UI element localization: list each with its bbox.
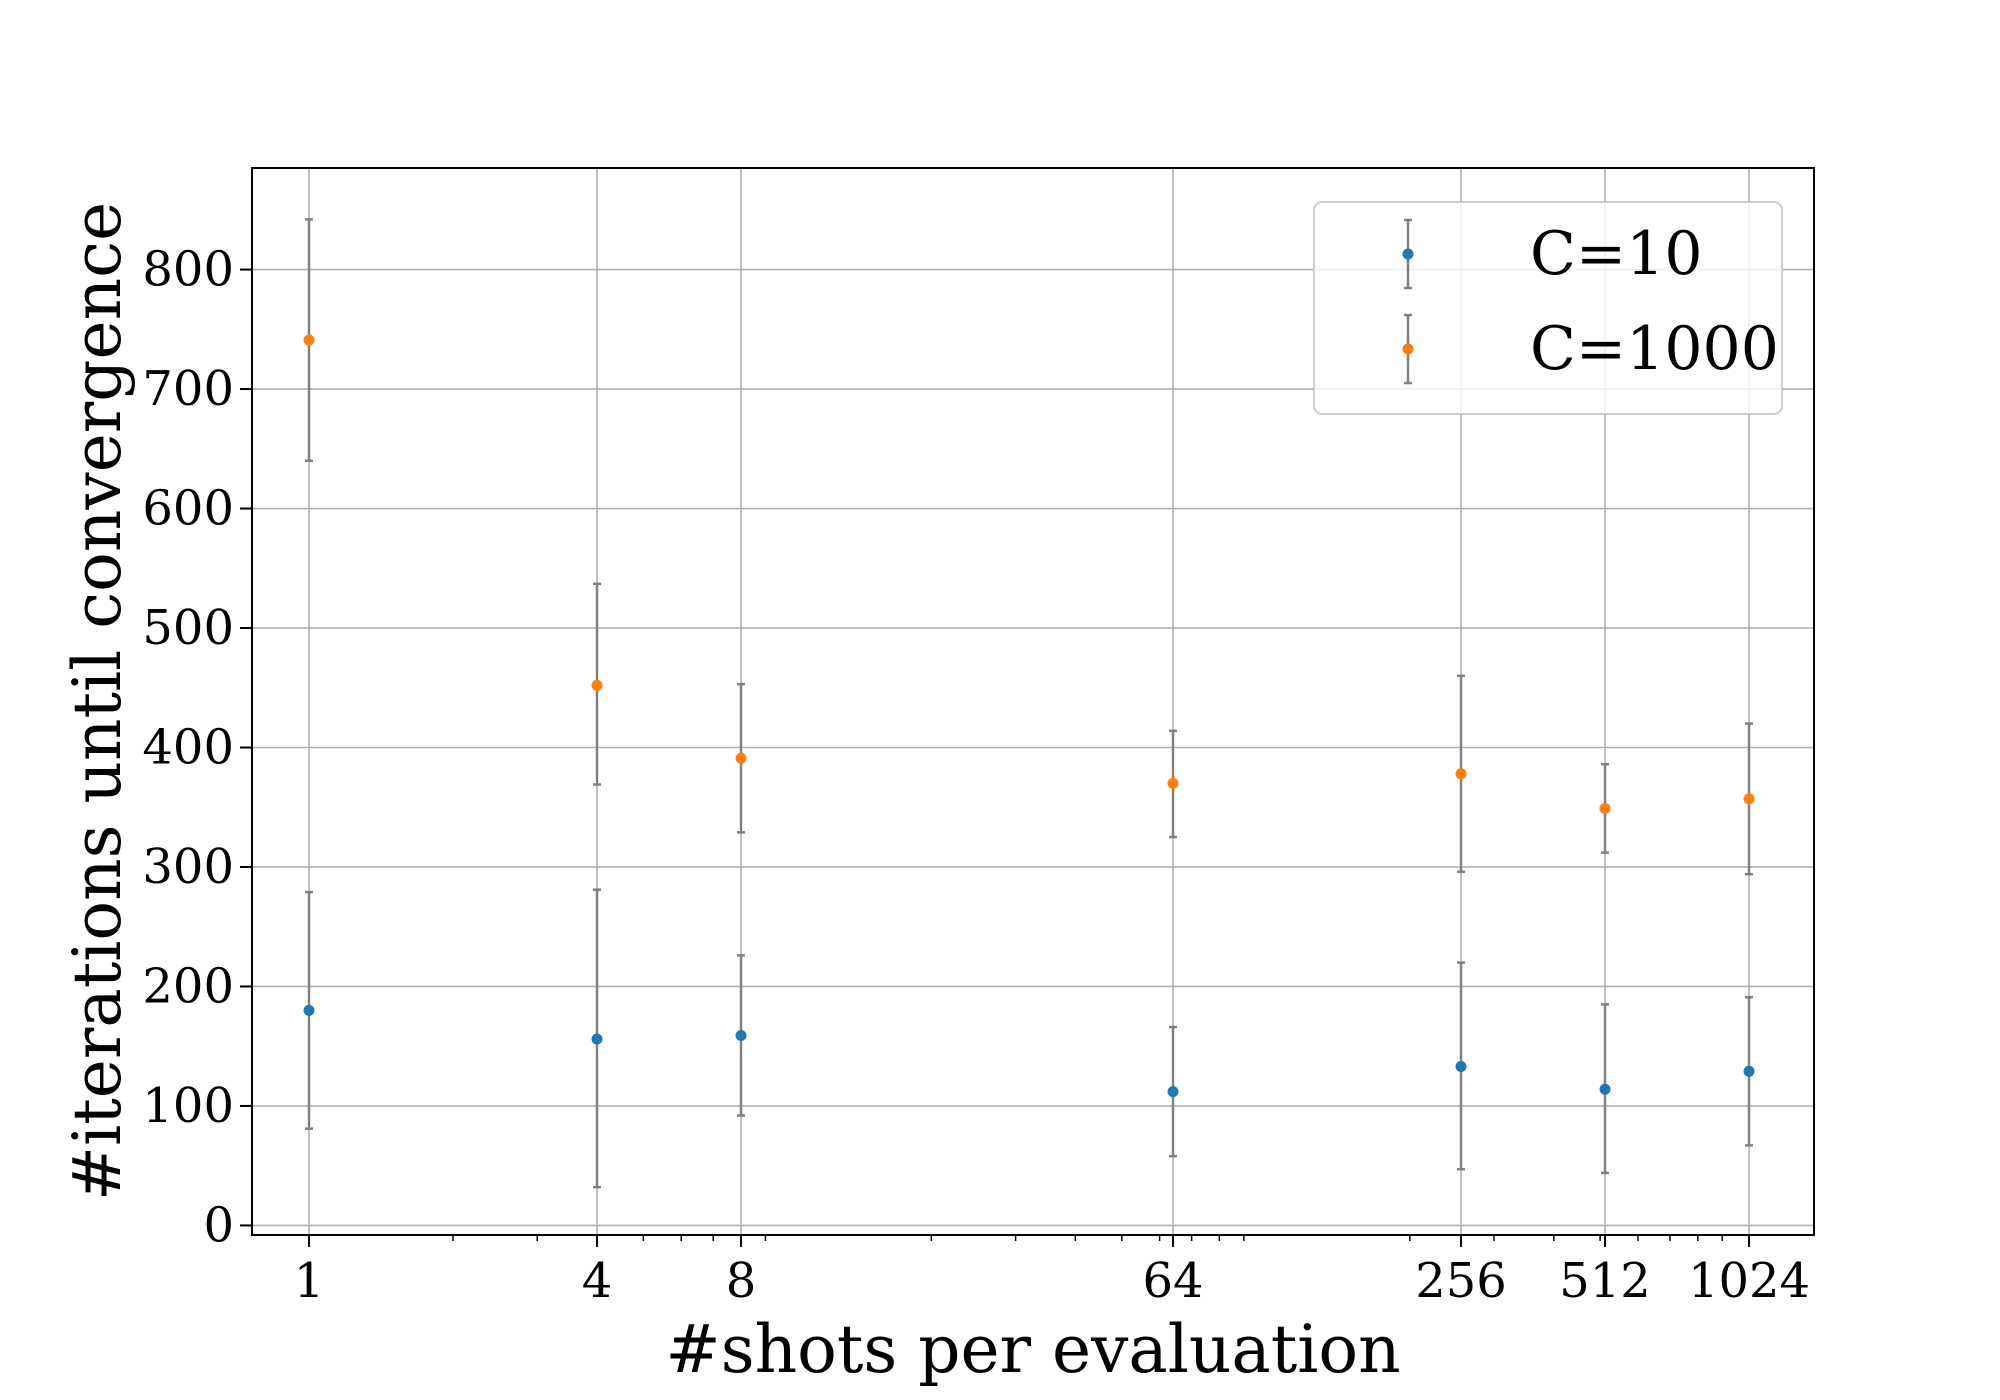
legend-marker	[1402, 248, 1414, 260]
data-point	[1743, 1065, 1755, 1077]
data-point	[591, 1033, 603, 1045]
data-point	[735, 1029, 747, 1041]
y-tick-label: 300	[142, 839, 234, 895]
data-point	[1743, 793, 1755, 805]
data-point	[1599, 1083, 1611, 1095]
plot-frame	[251, 167, 1815, 1236]
data-points	[303, 334, 1755, 1098]
x-tick-label: 1024	[1688, 1253, 1810, 1309]
x-tick-label: 64	[1142, 1253, 1203, 1309]
data-point	[1599, 802, 1611, 814]
data-point	[1167, 777, 1179, 789]
ticks	[240, 268, 1751, 1247]
y-tick-label: 700	[142, 361, 234, 417]
legend-label: C=1000	[1530, 314, 1779, 384]
x-tick-label: 1	[294, 1253, 325, 1309]
y-tick-label: 0	[203, 1197, 234, 1253]
data-point	[735, 752, 747, 764]
y-tick-label: 100	[142, 1078, 234, 1134]
legend-entries: C=10 C=1000	[1402, 218, 1779, 385]
legend-box	[1313, 201, 1783, 415]
legend-marker	[1402, 343, 1414, 355]
data-point	[303, 1004, 315, 1016]
y-tick-label: 200	[142, 958, 234, 1014]
legend-label: C=10	[1530, 219, 1703, 289]
data-point	[303, 334, 315, 346]
data-point	[1167, 1086, 1179, 1098]
tick-labels: 1 4 8 64 256 512 1024 0 100 200 300 400 500 600 700 800	[142, 242, 1810, 1309]
data-point	[1455, 1061, 1467, 1073]
x-tick-label: 256	[1415, 1253, 1507, 1309]
data-point	[591, 679, 603, 691]
legend: C=10 C=1000	[1313, 201, 1783, 415]
y-axis-label: #iterations until convergence	[59, 202, 136, 1201]
y-tick-label: 800	[142, 242, 234, 298]
y-tick-label: 500	[142, 600, 234, 656]
data-point	[1455, 768, 1467, 780]
x-tick-label: 4	[582, 1253, 613, 1309]
y-tick-label: 400	[142, 720, 234, 776]
x-tick-label: 8	[726, 1253, 757, 1309]
x-tick-label: 512	[1559, 1253, 1651, 1309]
grid	[252, 168, 1814, 1235]
x-axis-label: #shots per evaluation	[665, 1311, 1400, 1388]
y-tick-label: 600	[142, 481, 234, 537]
